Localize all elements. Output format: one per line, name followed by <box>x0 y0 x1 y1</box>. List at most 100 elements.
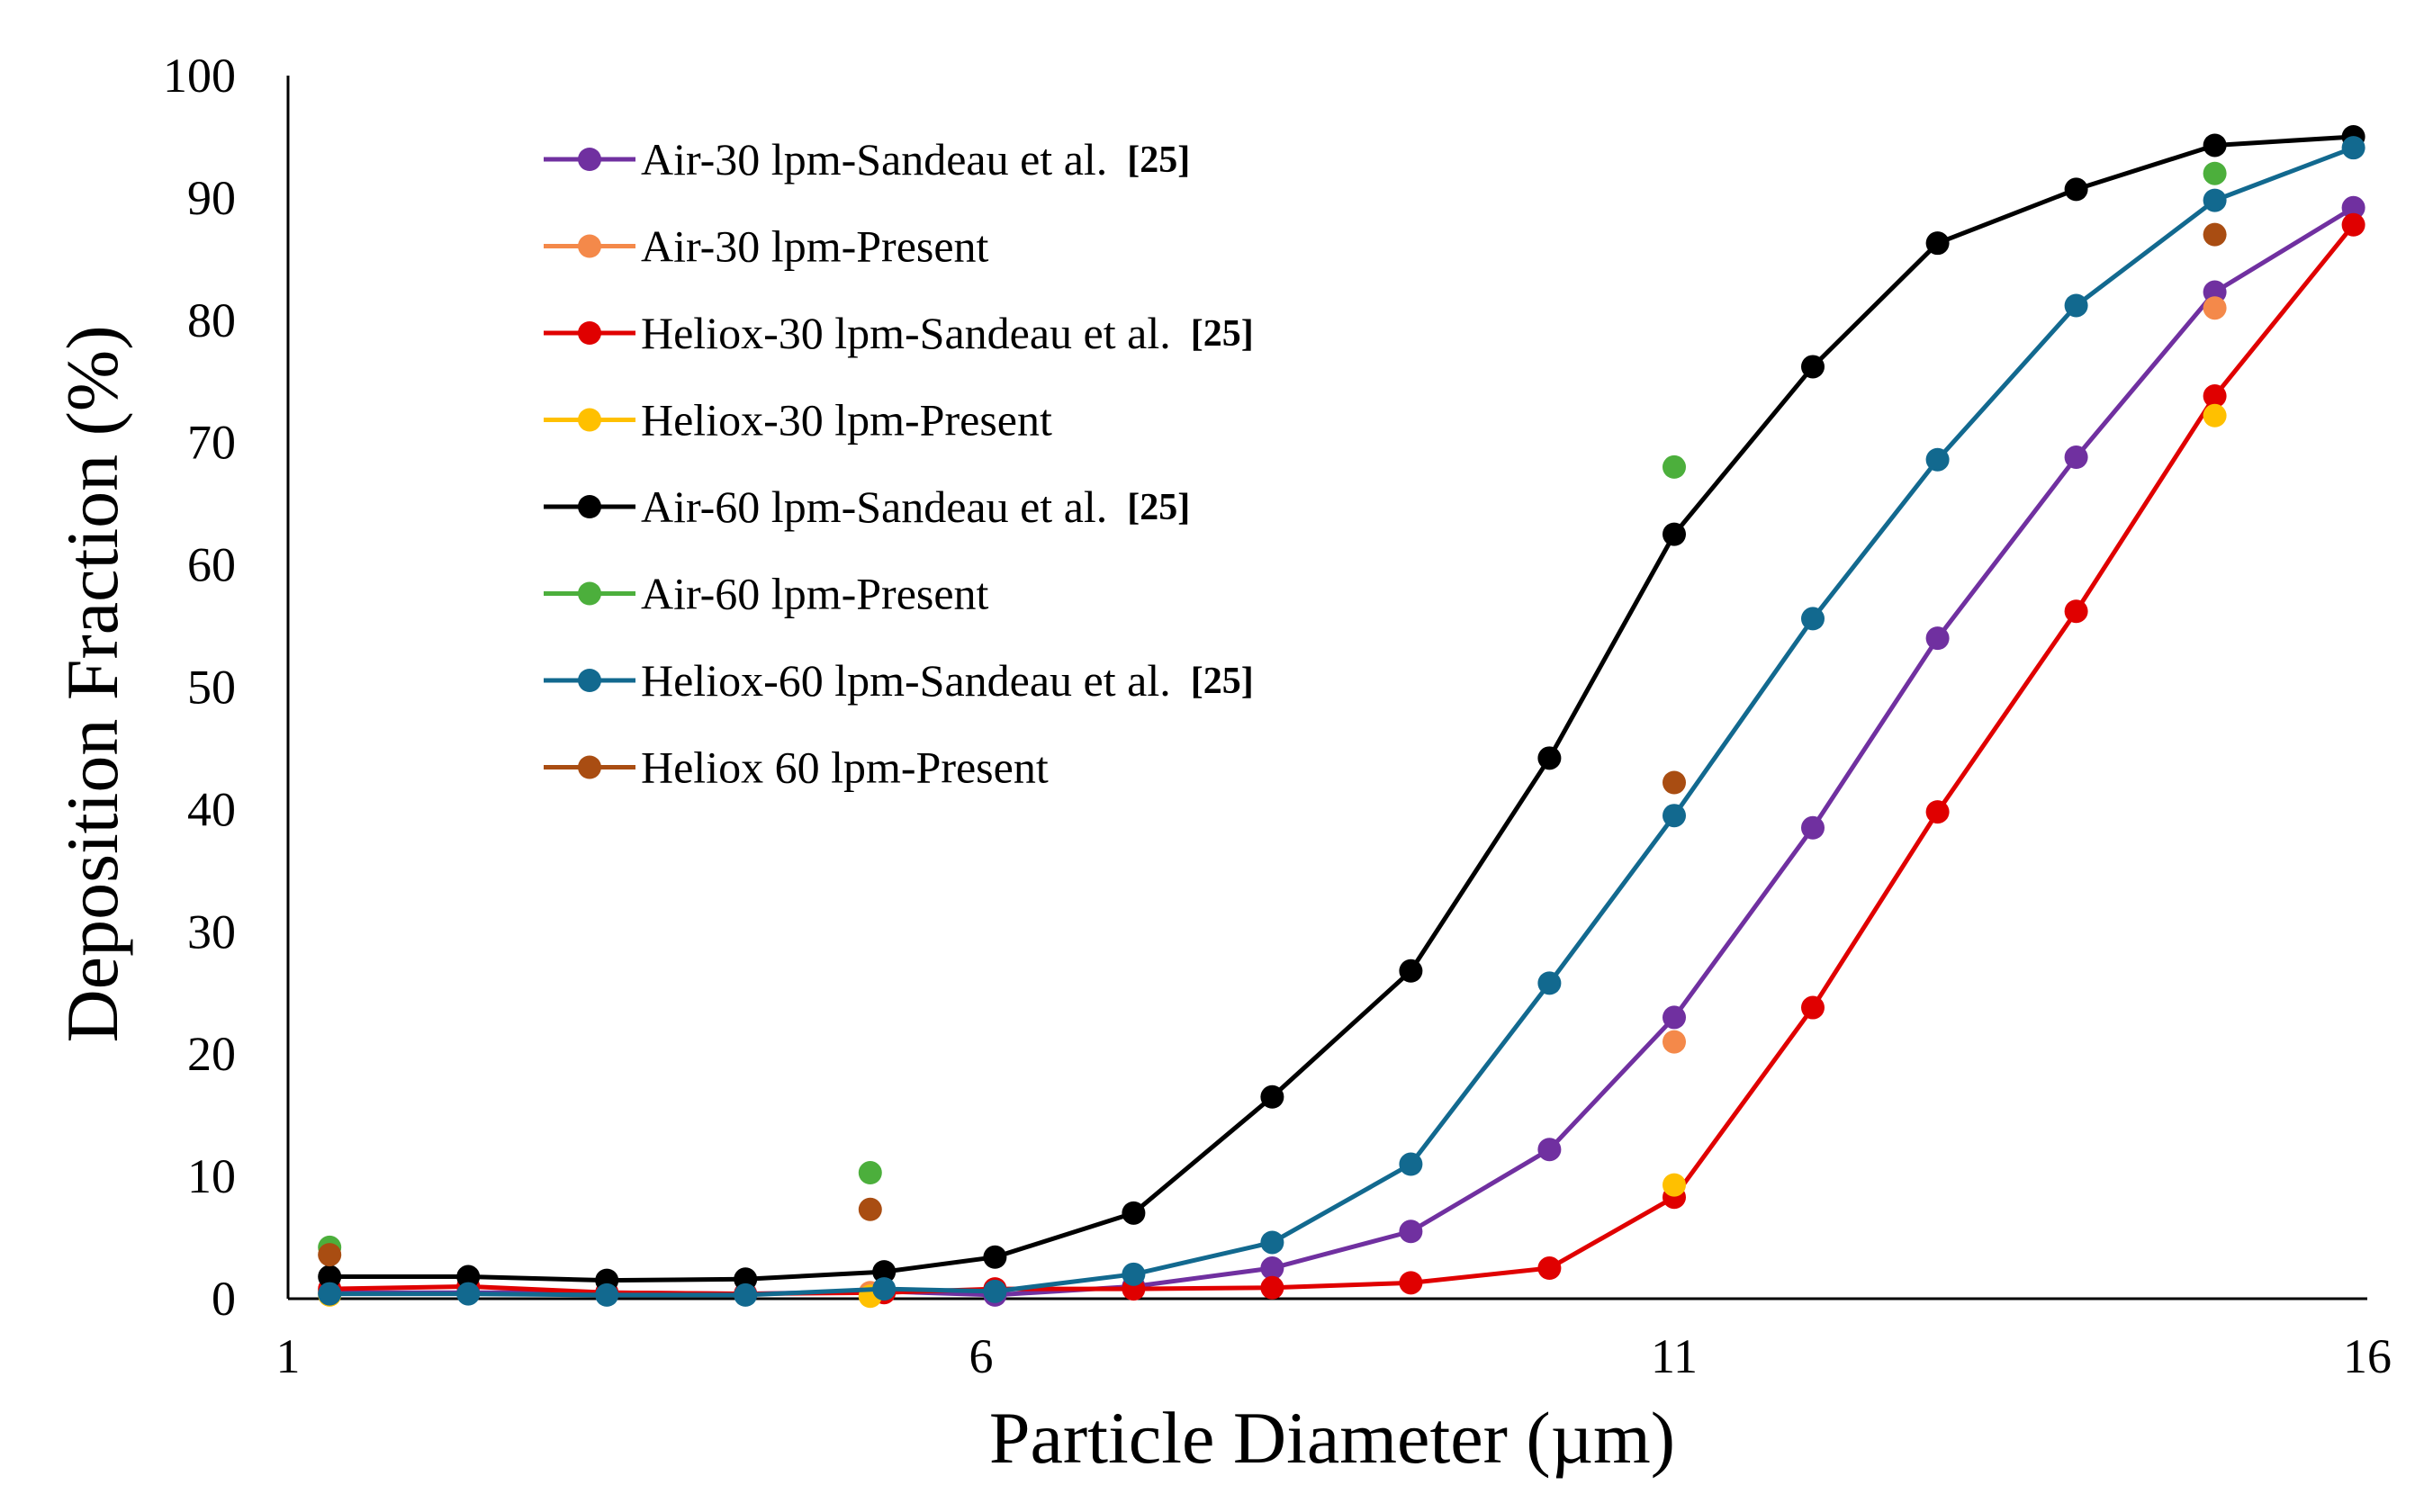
data-point <box>872 1277 897 1301</box>
data-point <box>1925 800 1950 824</box>
data-point <box>2341 136 2365 160</box>
data-point <box>1663 454 1686 479</box>
legend-swatch-marker <box>578 408 601 432</box>
legend-reference: [25] <box>1191 661 1254 702</box>
y-tick-label: 40 <box>187 782 236 836</box>
x-tick-label: 6 <box>969 1329 994 1383</box>
data-point <box>456 1264 481 1289</box>
data-point <box>2064 446 2088 470</box>
data-point <box>872 1260 897 1284</box>
series-layer <box>318 124 2365 1309</box>
data-point <box>1925 231 1950 256</box>
data-point <box>1537 971 1562 995</box>
legend-entry-7: Heliox 60 lpm-Present <box>544 742 1049 793</box>
data-point <box>983 1245 1007 1269</box>
series-line <box>329 134 2354 1283</box>
y-tick-label: 80 <box>187 293 236 347</box>
legend-label: Air-60 lpm-Present <box>641 569 989 619</box>
legend-entry-3: Heliox-30 lpm-Present <box>544 395 1052 446</box>
legend-swatch-marker <box>578 234 601 258</box>
data-point <box>2064 177 2088 202</box>
y-tick-label: 50 <box>187 661 236 715</box>
y-tick-label: 100 <box>163 49 236 103</box>
legend-entry-2: Heliox-30 lpm-Sandeau et al. [25] <box>544 308 1254 358</box>
data-point <box>2203 403 2227 428</box>
legend-swatch-marker <box>578 495 601 518</box>
series-6 <box>318 136 2365 1307</box>
data-point <box>318 1282 342 1306</box>
data-point <box>1537 1256 1562 1281</box>
data-point <box>1925 447 1950 472</box>
data-point <box>1663 1173 1686 1197</box>
legend-label: Air-30 lpm-Sandeau et al. <box>641 134 1107 184</box>
y-tick-label: 70 <box>187 416 236 470</box>
data-point <box>1260 1275 1284 1300</box>
data-point <box>2203 296 2227 320</box>
x-tick-label: 1 <box>276 1329 301 1383</box>
legend-label: Heliox-30 lpm-Sandeau et al. <box>641 308 1171 358</box>
data-point <box>1663 804 1686 828</box>
data-point <box>318 1264 342 1289</box>
legend-label: Heliox 60 lpm-Present <box>641 742 1049 793</box>
legend-swatch-marker <box>578 321 601 345</box>
y-tick-label: 30 <box>187 904 236 958</box>
data-point <box>1801 815 1825 840</box>
data-point <box>2203 384 2227 409</box>
legend-entry-0: Air-30 lpm-Sandeau et al. [25] <box>544 134 1190 184</box>
legend-reference: [25] <box>1191 313 1254 355</box>
data-point <box>2203 222 2227 247</box>
legend-swatch-marker <box>578 148 601 171</box>
legend-entry-6: Heliox-60 lpm-Sandeau et al. [25] <box>544 655 1254 706</box>
data-point <box>1122 1262 1146 1286</box>
data-point <box>1663 1005 1686 1030</box>
series-line <box>329 145 2355 1298</box>
data-point <box>1663 1030 1686 1054</box>
legend-swatch-marker <box>578 669 601 692</box>
data-point <box>318 1243 342 1267</box>
data-point <box>1801 607 1825 631</box>
data-point <box>2203 161 2227 185</box>
y-tick-label: 20 <box>187 1027 236 1081</box>
data-point <box>2341 212 2365 237</box>
data-point <box>2064 293 2088 318</box>
x-tick-label: 16 <box>2343 1329 2392 1383</box>
legend-reference: [25] <box>1127 487 1190 528</box>
y-tick-label: 60 <box>187 538 236 592</box>
x-axis-title: Particle Diameter (µm) <box>989 1397 1675 1479</box>
data-point <box>1399 1220 1423 1244</box>
data-point <box>734 1282 758 1307</box>
y-tick-label: 90 <box>187 171 236 225</box>
data-point <box>2341 195 2365 220</box>
data-point <box>1399 1271 1423 1295</box>
legend-label: Air-30 lpm-Present <box>641 221 989 272</box>
data-point <box>456 1282 481 1306</box>
legend-label: Heliox-30 lpm-Present <box>641 395 1052 446</box>
series-7 <box>318 222 2227 1267</box>
data-point <box>1260 1084 1284 1109</box>
data-point <box>1537 1138 1562 1162</box>
legend-reference: [25] <box>1127 140 1190 181</box>
data-point <box>1801 355 1825 379</box>
legend-label: Air-60 lpm-Sandeau et al. <box>641 482 1107 532</box>
data-point <box>2203 133 2227 158</box>
data-point <box>858 1197 882 1221</box>
data-point <box>1801 995 1825 1020</box>
legend-swatch-marker <box>578 755 601 779</box>
data-point <box>1663 770 1686 795</box>
data-point <box>1925 626 1950 651</box>
y-axis-title: Deposition Fraction (%) <box>51 325 133 1042</box>
legend: Air-30 lpm-Sandeau et al. [25]Air-30 lpm-… <box>544 134 1254 793</box>
data-point <box>1663 522 1686 546</box>
legend-entry-1: Air-30 lpm-Present <box>544 221 989 272</box>
data-point <box>595 1282 619 1307</box>
legend-label: Heliox-60 lpm-Sandeau et al. <box>641 655 1171 706</box>
y-tick-label: 10 <box>187 1149 236 1203</box>
data-point <box>1260 1230 1284 1255</box>
data-point <box>2203 188 2227 212</box>
legend-entry-5: Air-60 lpm-Present <box>544 569 989 619</box>
data-point <box>1399 958 1423 983</box>
data-point <box>2064 599 2088 624</box>
legend-swatch-marker <box>578 581 601 606</box>
